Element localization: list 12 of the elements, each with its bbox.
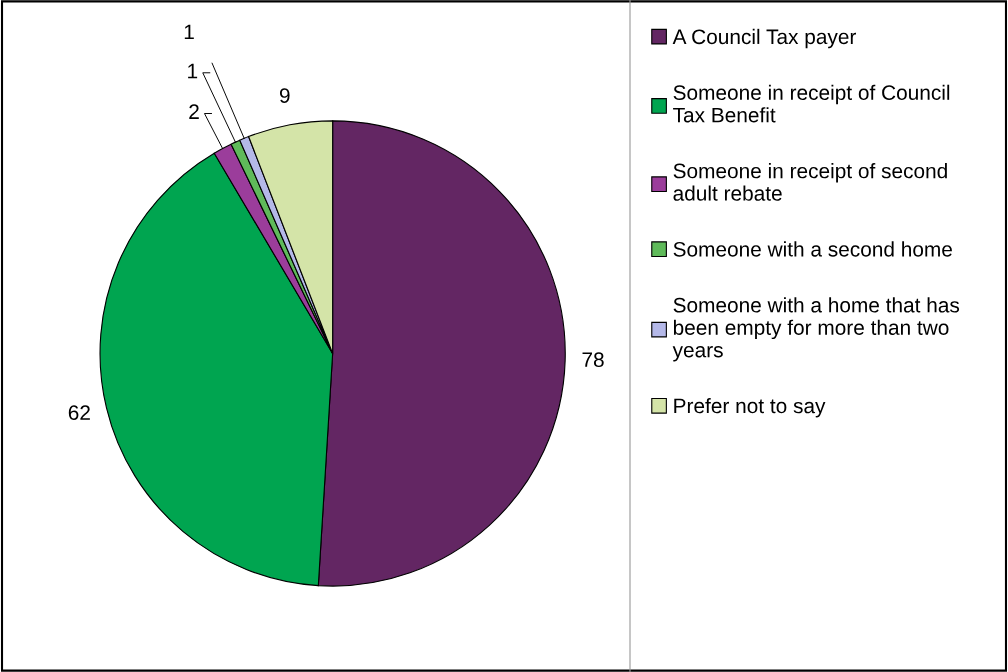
- legend-label: Someone with a second home: [673, 241, 952, 257]
- legend-label: Someone with a home that has been empty for more than two years: [672, 297, 960, 362]
- legend-label: Someone in receipt of Council Tax Benefit: [673, 84, 950, 123]
- data-label: 1: [188, 63, 198, 79]
- data-label: 1: [184, 24, 194, 40]
- legend-label: Someone in receipt of second adult rebate: [673, 163, 947, 201]
- data-label: 9: [279, 88, 290, 103]
- data-label: 2: [189, 104, 199, 119]
- legend-label: A Council Tax payer: [672, 28, 857, 49]
- data-label: 78: [582, 352, 604, 368]
- data-label: 62: [68, 405, 90, 420]
- legend-label: Prefer not to say: [674, 398, 826, 418]
